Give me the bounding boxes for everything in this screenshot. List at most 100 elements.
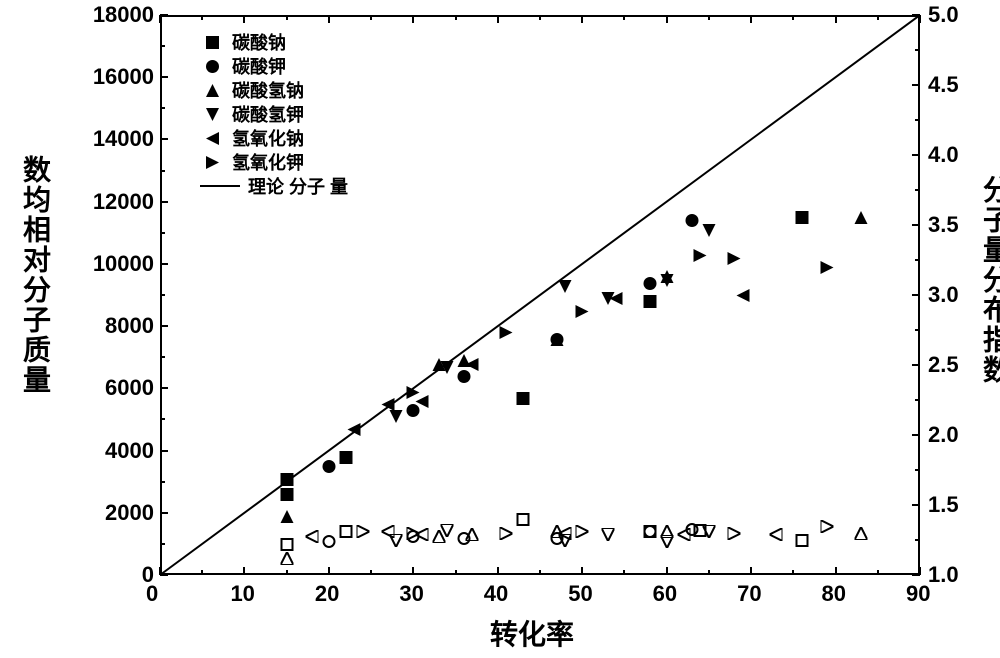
legend: 碳酸钠碳酸钾碳酸氢钠碳酸氢钾氢氧化钠氢氧化钾理论 分子 量 (200, 30, 348, 198)
tick-mark (792, 15, 794, 20)
tick-mark (328, 15, 330, 23)
data-point (339, 525, 352, 543)
legend-line-icon (200, 185, 240, 187)
tick-mark (160, 263, 168, 265)
tick-mark (750, 15, 752, 23)
x-tick-label: 80 (822, 581, 846, 607)
legend-label: 氢氧化钾 (232, 149, 304, 175)
legend-marker-icon (200, 36, 224, 49)
tick-mark (201, 570, 203, 575)
legend-item: 碳酸氢钾 (200, 102, 348, 126)
tick-mark (160, 387, 168, 389)
data-point (356, 525, 369, 543)
data-point (466, 358, 479, 376)
tick-mark (539, 15, 541, 20)
tick-mark (160, 481, 165, 483)
tick-mark (912, 84, 920, 86)
legend-label: 碳酸氢钠 (232, 77, 304, 103)
y-axis-right-label: 分子量分布指数 (975, 175, 1000, 385)
y-left-tick-label: 16000 (93, 64, 154, 90)
data-point (643, 525, 656, 543)
legend-item: 氢氧化钠 (200, 126, 348, 150)
legend-marker-icon (200, 84, 224, 97)
data-point (702, 525, 715, 543)
legend-marker-icon (200, 60, 224, 73)
tick-mark (160, 45, 165, 47)
legend-marker-icon (200, 132, 224, 145)
data-point (348, 423, 361, 441)
data-point (677, 528, 690, 546)
data-point (854, 527, 867, 545)
data-point (500, 326, 513, 344)
data-point (795, 534, 808, 552)
data-point (280, 510, 293, 528)
tick-mark (623, 570, 625, 575)
data-point (795, 211, 808, 229)
data-point (694, 249, 707, 267)
tick-mark (912, 364, 920, 366)
data-point (407, 386, 420, 404)
tick-mark (708, 15, 710, 20)
tick-mark (160, 294, 165, 296)
data-point (601, 528, 614, 546)
tick-mark (160, 232, 165, 234)
y-right-tick-label: 4.0 (928, 142, 959, 168)
legend-label: 碳酸钾 (232, 53, 286, 79)
data-point (821, 261, 834, 279)
tick-mark (708, 570, 710, 575)
legend-label: 碳酸钠 (232, 29, 286, 55)
data-point (466, 528, 479, 546)
data-point (576, 525, 589, 543)
legend-marker-icon (200, 108, 224, 121)
tick-mark (455, 570, 457, 575)
data-point (322, 535, 335, 553)
tick-mark (160, 138, 168, 140)
data-point (280, 473, 293, 491)
tick-mark (750, 567, 752, 575)
data-point (500, 527, 513, 545)
tick-mark (160, 543, 165, 545)
data-point (770, 528, 783, 546)
legend-item: 碳酸钾 (200, 54, 348, 78)
legend-item: 氢氧化钾 (200, 150, 348, 174)
tick-mark (201, 15, 203, 20)
x-tick-label: 60 (653, 581, 677, 607)
tick-mark (160, 170, 165, 172)
data-point (306, 530, 319, 548)
tick-mark (915, 189, 920, 191)
legend-item: 碳酸钠 (200, 30, 348, 54)
legend-marker-icon (200, 156, 224, 169)
y-right-tick-label: 5.0 (928, 2, 959, 28)
tick-mark (581, 15, 583, 23)
data-point (728, 252, 741, 270)
tick-mark (835, 567, 837, 575)
data-point (280, 488, 293, 506)
x-tick-label: 40 (484, 581, 508, 607)
data-point (280, 552, 293, 570)
tick-mark (497, 567, 499, 575)
data-point (382, 398, 395, 416)
x-tick-label: 20 (315, 581, 339, 607)
y-left-tick-label: 4000 (105, 438, 154, 464)
tick-mark (370, 15, 372, 20)
y-right-tick-label: 3.0 (928, 282, 959, 308)
tick-mark (666, 567, 668, 575)
data-point (559, 280, 572, 298)
legend-item: 碳酸氢钠 (200, 78, 348, 102)
tick-mark (412, 15, 414, 23)
tick-mark (835, 15, 837, 23)
data-point (736, 289, 749, 307)
y-right-tick-label: 4.5 (928, 72, 959, 98)
y-left-tick-label: 10000 (93, 251, 154, 277)
tick-mark (160, 14, 168, 16)
tick-mark (328, 567, 330, 575)
tick-mark (539, 570, 541, 575)
data-point (407, 527, 420, 545)
tick-mark (160, 450, 168, 452)
y-left-tick-label: 0 (142, 562, 154, 588)
data-point (643, 277, 656, 295)
tick-mark (455, 15, 457, 20)
tick-mark (877, 570, 879, 575)
tick-mark (160, 201, 168, 203)
tick-mark (915, 329, 920, 331)
